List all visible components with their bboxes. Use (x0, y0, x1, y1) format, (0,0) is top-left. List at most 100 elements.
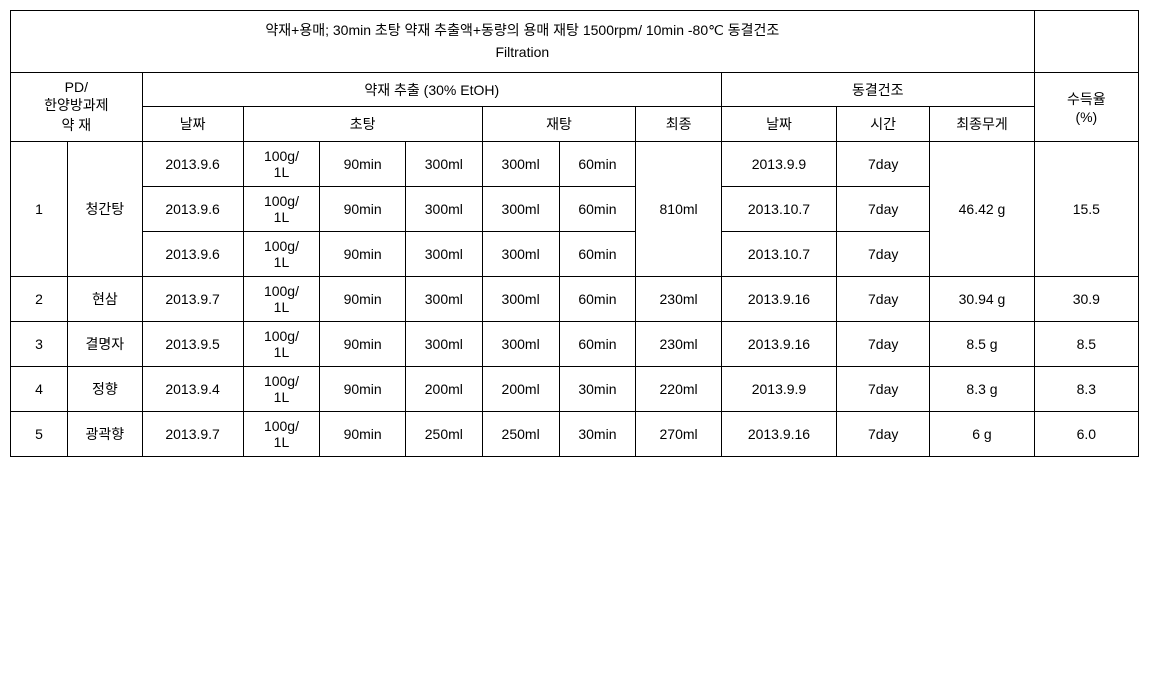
row-date: 2013.9.7 (142, 276, 243, 321)
jaetang-header: 재탕 (482, 107, 636, 142)
extraction-header: 약재 추출 (30% EtOH) (142, 72, 721, 107)
row-ratio: 100g/1L (243, 186, 320, 231)
final-weight-header: 최종무게 (930, 107, 1034, 142)
row-t1: 90min (320, 186, 406, 231)
row-date: 2013.9.6 (142, 231, 243, 276)
pd-header: PD/ 한양방과제 약 재 (11, 72, 143, 141)
row-dry-date: 2013.10.7 (721, 186, 836, 231)
row-yield: 6.0 (1034, 411, 1138, 456)
row-name: 청간탕 (68, 141, 143, 276)
row-t2: 30min (559, 411, 636, 456)
row-name: 결명자 (68, 321, 143, 366)
row-date: 2013.9.6 (142, 186, 243, 231)
row-dry-date: 2013.9.9 (721, 366, 836, 411)
row-num: 2 (11, 276, 68, 321)
dry-time-header: 시간 (837, 107, 930, 142)
title-line2: Filtration (15, 41, 1030, 63)
row-t2: 60min (559, 321, 636, 366)
row-dry-date: 2013.9.16 (721, 321, 836, 366)
row-v2: 200ml (482, 366, 559, 411)
row-date: 2013.9.7 (142, 411, 243, 456)
row-ratio: 100g/1L (243, 141, 320, 186)
chotang-header: 초탕 (243, 107, 482, 142)
row-dry-time: 7day (837, 231, 930, 276)
row-t1: 90min (320, 411, 406, 456)
row-yield: 8.5 (1034, 321, 1138, 366)
row-dry-date: 2013.9.16 (721, 411, 836, 456)
row-dry-time: 7day (837, 321, 930, 366)
row-v1: 200ml (405, 366, 482, 411)
row-v2: 300ml (482, 231, 559, 276)
row-v1: 300ml (405, 276, 482, 321)
row-yield: 8.3 (1034, 366, 1138, 411)
row-yield: 15.5 (1034, 141, 1138, 276)
row-dry-time: 7day (837, 411, 930, 456)
row-final-vol: 230ml (636, 321, 722, 366)
row-date: 2013.9.6 (142, 141, 243, 186)
header-row-1: PD/ 한양방과제 약 재 약재 추출 (30% EtOH) 동결건조 수득율 … (11, 72, 1139, 107)
row-name: 현삼 (68, 276, 143, 321)
row-ratio: 100g/1L (243, 321, 320, 366)
row-v2: 300ml (482, 276, 559, 321)
row-ratio: 100g/1L (243, 411, 320, 456)
row-v2: 300ml (482, 141, 559, 186)
title-empty-cell (1034, 11, 1138, 73)
row-dry-date: 2013.9.9 (721, 141, 836, 186)
row-final-weight: 30.94 g (930, 276, 1034, 321)
row-t1: 90min (320, 321, 406, 366)
dry-date-header: 날짜 (721, 107, 836, 142)
final-header: 최종 (636, 107, 722, 142)
row-yield: 30.9 (1034, 276, 1138, 321)
row-v1: 300ml (405, 231, 482, 276)
row-dry-time: 7day (837, 276, 930, 321)
table-title-row: 약재+용매; 30min 초탕 약재 추출액+동량의 용매 재탕 1500rpm… (11, 11, 1139, 73)
row-num: 3 (11, 321, 68, 366)
row-v1: 250ml (405, 411, 482, 456)
row-t2: 60min (559, 186, 636, 231)
row-name: 광곽향 (68, 411, 143, 456)
row-t1: 90min (320, 366, 406, 411)
row-num: 5 (11, 411, 68, 456)
row-final-weight: 8.3 g (930, 366, 1034, 411)
row-num: 1 (11, 141, 68, 276)
row-ratio: 100g/1L (243, 276, 320, 321)
row-final-vol: 220ml (636, 366, 722, 411)
row-final-vol: 810ml (636, 141, 722, 276)
table-row: 5 광곽향 2013.9.7 100g/1L 90min 250ml 250ml… (11, 411, 1139, 456)
extraction-table: 약재+용매; 30min 초탕 약재 추출액+동량의 용매 재탕 1500rpm… (10, 10, 1139, 457)
row-name: 정향 (68, 366, 143, 411)
yield-header: 수득율 (%) (1034, 72, 1138, 141)
row-v2: 300ml (482, 321, 559, 366)
row-final-weight: 8.5 g (930, 321, 1034, 366)
row-t1: 90min (320, 141, 406, 186)
row-date: 2013.9.4 (142, 366, 243, 411)
row-date: 2013.9.5 (142, 321, 243, 366)
row-v2: 300ml (482, 186, 559, 231)
row-t1: 90min (320, 276, 406, 321)
row-final-vol: 230ml (636, 276, 722, 321)
row-dry-time: 7day (837, 366, 930, 411)
row-final-vol: 270ml (636, 411, 722, 456)
row-ratio: 100g/1L (243, 366, 320, 411)
header-row-2: 날짜 초탕 재탕 최종 날짜 시간 최종무게 (11, 107, 1139, 142)
row-dry-date: 2013.10.7 (721, 231, 836, 276)
row-final-weight: 46.42 g (930, 141, 1034, 276)
row-t1: 90min (320, 231, 406, 276)
row-ratio: 100g/1L (243, 231, 320, 276)
table-row: 3 결명자 2013.9.5 100g/1L 90min 300ml 300ml… (11, 321, 1139, 366)
table-row: 4 정향 2013.9.4 100g/1L 90min 200ml 200ml … (11, 366, 1139, 411)
row-v2: 250ml (482, 411, 559, 456)
row-final-weight: 6 g (930, 411, 1034, 456)
row-t2: 60min (559, 231, 636, 276)
row-v1: 300ml (405, 141, 482, 186)
row-t2: 60min (559, 276, 636, 321)
title-line1: 약재+용매; 30min 초탕 약재 추출액+동량의 용매 재탕 1500rpm… (15, 19, 1030, 41)
date-header: 날짜 (142, 107, 243, 142)
row-v1: 300ml (405, 186, 482, 231)
table-row: 2 현삼 2013.9.7 100g/1L 90min 300ml 300ml … (11, 276, 1139, 321)
freeze-dry-header: 동결건조 (721, 72, 1034, 107)
row-dry-date: 2013.9.16 (721, 276, 836, 321)
row-dry-time: 7day (837, 141, 930, 186)
table-row: 1 청간탕 2013.9.6 100g/1L 90min 300ml 300ml… (11, 141, 1139, 186)
row-t2: 30min (559, 366, 636, 411)
